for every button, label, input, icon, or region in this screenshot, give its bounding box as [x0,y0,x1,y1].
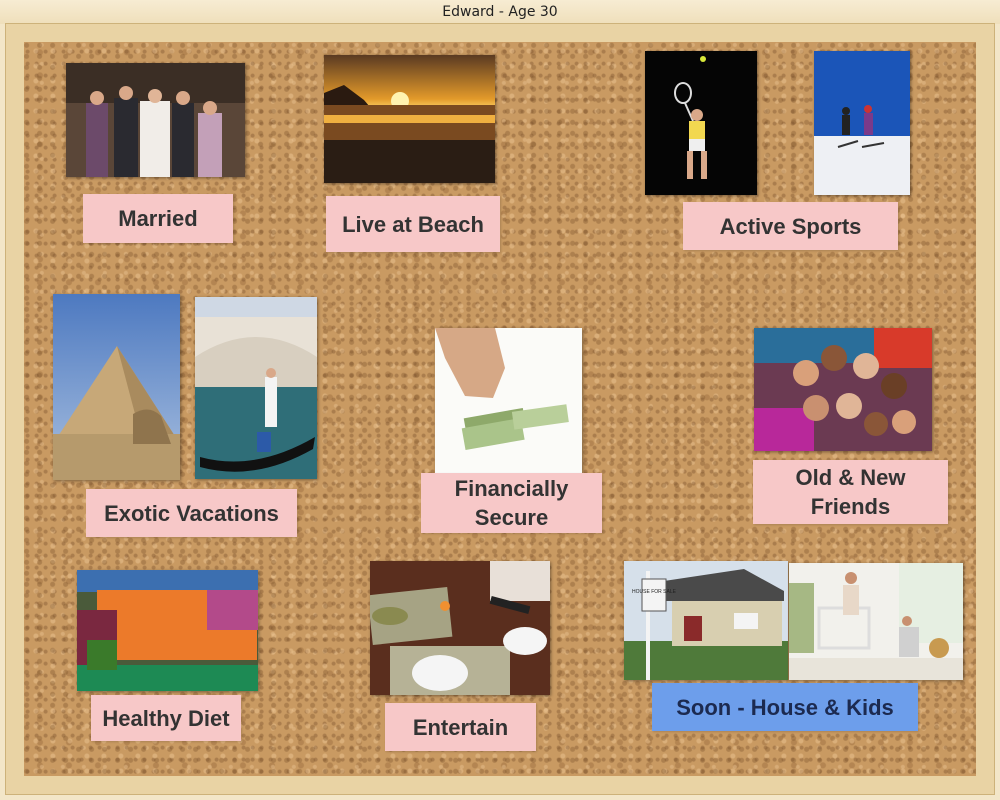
label-sports: Active Sports [683,202,898,250]
pyramid-photo[interactable] [53,294,180,480]
label-vacations: Exotic Vacations [86,489,297,537]
vegetables-photo[interactable] [77,570,258,691]
label-diet: Healthy Diet [91,695,241,741]
label-friends: Old & New Friends [753,460,948,524]
label-beach: Live at Beach [326,196,500,252]
money-photo[interactable] [435,328,582,473]
nursery-photo[interactable] [789,563,963,680]
skiing-photo[interactable] [814,51,910,195]
label-house-kids: Soon - House & Kids [652,683,918,731]
label-married: Married [83,194,233,243]
tennis-photo[interactable] [645,51,757,195]
wedding-photo[interactable] [66,63,245,177]
beach-sunset-photo[interactable] [324,55,495,183]
friends-photo[interactable] [754,328,932,451]
house-sign-text: HOUSE FOR SALE [632,589,677,595]
house-for-sale-photo[interactable]: HOUSE FOR SALE [624,561,788,680]
label-financial: Financially Secure [421,473,602,533]
venice-gondola-photo[interactable] [195,297,317,479]
dining-table-photo[interactable] [370,561,550,695]
label-entertain: Entertain [385,703,536,751]
window-title: Edward - Age 30 [0,0,1000,24]
